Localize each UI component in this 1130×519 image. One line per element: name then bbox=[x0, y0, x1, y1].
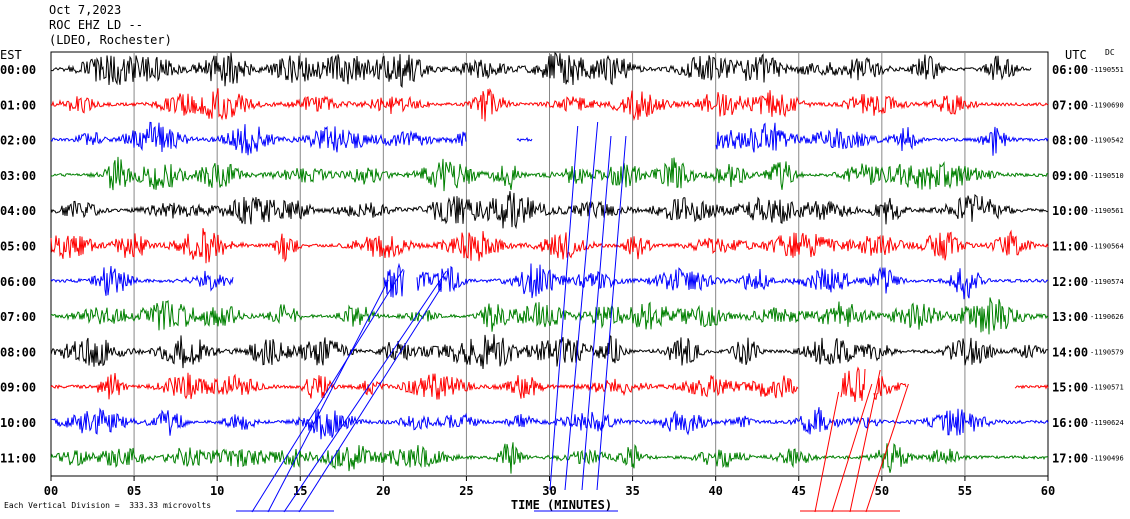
row-dc-value: -1190579 bbox=[1090, 348, 1124, 356]
row-est-label: 07:00 bbox=[0, 310, 36, 324]
row-utc-label: 14:00 bbox=[1052, 345, 1088, 359]
glitch-line bbox=[831, 383, 873, 513]
glitch-line bbox=[849, 369, 881, 513]
glitch-line bbox=[581, 135, 612, 491]
glitch-line bbox=[564, 121, 599, 491]
row-dc-value: -1190510 bbox=[1090, 172, 1124, 180]
row-est-label: 10:00 bbox=[0, 416, 36, 430]
utc-zone-label: UTC bbox=[1065, 48, 1087, 62]
row-utc-label: 16:00 bbox=[1052, 416, 1088, 430]
row-est-label: 03:00 bbox=[0, 169, 36, 183]
row-dc-value: -1190690 bbox=[1090, 101, 1124, 109]
row-utc-label: 06:00 bbox=[1052, 63, 1088, 77]
trace-row bbox=[50, 156, 1048, 192]
row-dc-value: -1190624 bbox=[1090, 419, 1124, 427]
trace-row bbox=[50, 297, 1049, 335]
scale-note: Each Vertical Division = 333.33 microvol… bbox=[4, 501, 212, 510]
row-dc-value: -1190626 bbox=[1090, 313, 1124, 321]
row-est-label: 05:00 bbox=[0, 240, 36, 254]
row-dc-value: -1190574 bbox=[1090, 278, 1124, 286]
x-tick-label: 60 bbox=[1041, 484, 1055, 498]
glitch-line bbox=[814, 391, 840, 513]
x-tick-label: 30 bbox=[542, 484, 556, 498]
glitch-line bbox=[251, 268, 404, 513]
x-tick-label: 25 bbox=[459, 484, 473, 498]
glitch-line bbox=[267, 279, 389, 513]
trace-row bbox=[50, 407, 1049, 440]
glitch-line bbox=[549, 125, 579, 491]
row-dc-value: -1190542 bbox=[1090, 137, 1124, 145]
trace-row bbox=[50, 87, 1049, 122]
row-utc-label: 17:00 bbox=[1052, 451, 1088, 465]
est-zone-label: EST bbox=[0, 48, 22, 62]
row-dc-value: -1190551 bbox=[1090, 66, 1124, 74]
row-est-label: 09:00 bbox=[0, 381, 36, 395]
trace-row bbox=[50, 121, 1049, 156]
x-tick-label: 50 bbox=[875, 484, 889, 498]
trace-row bbox=[50, 228, 1049, 264]
glitch-line bbox=[596, 135, 627, 491]
trace-row bbox=[50, 442, 1049, 474]
x-tick-label: 40 bbox=[708, 484, 722, 498]
x-tick-label: 15 bbox=[293, 484, 307, 498]
x-tick-label: 45 bbox=[792, 484, 806, 498]
row-utc-label: 07:00 bbox=[1052, 98, 1088, 112]
header-date: Oct 7,2023 bbox=[49, 3, 122, 17]
trace-row bbox=[50, 191, 1049, 230]
dc-label: DC bbox=[1105, 48, 1115, 57]
x-tick-label: 10 bbox=[210, 484, 224, 498]
x-tick-label: 55 bbox=[958, 484, 972, 498]
row-utc-label: 15:00 bbox=[1052, 381, 1088, 395]
glitch-line bbox=[298, 286, 442, 513]
trace-row bbox=[50, 366, 1049, 402]
row-utc-label: 08:00 bbox=[1052, 134, 1088, 148]
x-axis-label: TIME (MINUTES) bbox=[511, 498, 612, 512]
row-dc-value: -1190571 bbox=[1090, 384, 1124, 392]
row-dc-value: -1190564 bbox=[1090, 243, 1124, 251]
x-tick-label: 05 bbox=[127, 484, 141, 498]
row-est-label: 06:00 bbox=[0, 275, 36, 289]
row-utc-label: 12:00 bbox=[1052, 275, 1088, 289]
x-tick-label: 00 bbox=[44, 484, 58, 498]
row-dc-value: -1190496 bbox=[1090, 454, 1124, 462]
trace-row bbox=[50, 334, 1049, 370]
trace-row bbox=[50, 262, 1049, 300]
row-est-label: 00:00 bbox=[0, 63, 36, 77]
glitch-line bbox=[283, 270, 447, 513]
row-utc-label: 09:00 bbox=[1052, 169, 1088, 183]
row-utc-label: 10:00 bbox=[1052, 204, 1088, 218]
x-tick-label: 20 bbox=[376, 484, 390, 498]
row-est-label: 02:00 bbox=[0, 134, 36, 148]
header-station: ROC EHZ LD -- bbox=[49, 18, 143, 32]
row-utc-label: 11:00 bbox=[1052, 240, 1088, 254]
row-est-label: 11:00 bbox=[0, 451, 36, 465]
row-utc-label: 13:00 bbox=[1052, 310, 1088, 324]
trace-row bbox=[50, 52, 1032, 88]
glitch-line bbox=[865, 383, 909, 513]
row-est-label: 08:00 bbox=[0, 345, 36, 359]
row-est-label: 04:00 bbox=[0, 204, 36, 218]
row-dc-value: -1190561 bbox=[1090, 207, 1124, 215]
x-tick-label: 35 bbox=[625, 484, 639, 498]
row-est-label: 01:00 bbox=[0, 98, 36, 112]
header-network: (LDEO, Rochester) bbox=[49, 33, 172, 47]
